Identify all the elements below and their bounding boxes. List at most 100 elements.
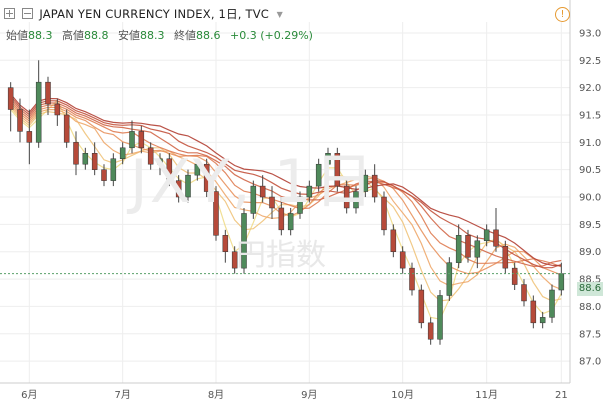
candle-body	[306, 185, 313, 198]
candle-body	[213, 191, 219, 236]
chart-header: JAPAN YEN CURRENCY INDEX, 1日, TVC ▼	[4, 6, 283, 22]
change-value: +0.3 (+0.29%)	[230, 29, 313, 42]
candle-body	[194, 163, 201, 176]
name-watermark: 円指数	[236, 238, 326, 273]
y-tick-label: 88.0	[579, 302, 601, 313]
candle-body	[35, 81, 42, 143]
last-price-tag: 88.6	[577, 282, 603, 296]
y-tick-label: 87.5	[579, 329, 601, 340]
open-value: 88.3	[28, 29, 53, 42]
x-tick-label: 8月	[208, 389, 224, 401]
x-tick-label: 10月	[391, 389, 414, 401]
x-tick-label: 11月	[475, 389, 498, 401]
candle-body	[483, 229, 490, 242]
high-label: 高値	[62, 29, 84, 42]
candle-body	[455, 235, 462, 263]
candle-body	[343, 185, 350, 209]
candle-body	[390, 229, 397, 252]
low-value: 88.3	[140, 29, 165, 42]
high-value: 88.8	[84, 29, 109, 42]
candle-body	[539, 317, 546, 324]
candle-body	[474, 240, 481, 258]
y-tick-label: 92.0	[579, 83, 601, 94]
candle-body	[7, 87, 14, 110]
candle-body	[222, 235, 229, 252]
candle-body	[45, 81, 51, 105]
candle-body	[175, 180, 182, 198]
candle-body	[530, 300, 537, 324]
candle-body	[493, 229, 499, 247]
y-tick-label: 90.5	[579, 165, 601, 176]
candle-body	[157, 158, 163, 165]
ma-ribbon-line	[10, 100, 562, 268]
candle-body	[446, 262, 453, 296]
candle-body	[334, 153, 341, 187]
candle-body	[409, 267, 415, 291]
candle-body	[381, 196, 387, 231]
chevron-down-icon[interactable]: ▼	[276, 10, 283, 19]
candle-body	[362, 174, 369, 192]
y-tick-label: 89.0	[579, 247, 601, 258]
alert-icon[interactable]: !	[555, 7, 570, 22]
candle-body	[353, 191, 359, 209]
candle-body	[399, 251, 406, 269]
open-label: 始値	[6, 29, 28, 42]
candle-body	[138, 131, 145, 149]
x-tick-label: 7月	[114, 389, 130, 401]
y-tick-label: 91.0	[579, 138, 601, 149]
symbol-watermark: JXY, 1日	[130, 147, 376, 217]
candle-body	[437, 295, 443, 340]
candle-body	[54, 103, 61, 116]
candle-body	[511, 267, 518, 285]
candle-body	[549, 289, 555, 318]
y-tick-label: 91.5	[579, 110, 601, 121]
x-tick-label: 21	[555, 390, 568, 401]
candle-body	[418, 289, 425, 324]
x-tick-label: 9月	[301, 389, 317, 401]
candle-body	[315, 163, 322, 187]
candle-body	[26, 131, 33, 143]
y-tick-label: 89.5	[579, 220, 601, 231]
candle-body	[427, 322, 434, 340]
close-label: 終値	[174, 29, 196, 42]
candle-body	[250, 185, 257, 214]
candle-body	[502, 246, 509, 269]
ma-ribbon-line	[10, 95, 562, 269]
ma-ribbon-line	[10, 106, 562, 302]
candle-body	[558, 273, 565, 291]
ma-ribbon-line	[10, 93, 562, 267]
candle-body	[73, 142, 79, 165]
candle-body	[371, 174, 378, 198]
candle-body	[231, 251, 238, 269]
candle-body	[82, 153, 89, 165]
candle-body	[465, 235, 471, 258]
y-tick-label: 92.5	[579, 56, 601, 67]
x-tick-label: 6月	[21, 389, 37, 401]
candle-body	[287, 213, 294, 231]
candle-body	[203, 163, 210, 192]
collapse-icon[interactable]	[21, 8, 33, 19]
candle-body	[241, 213, 247, 269]
candle-body	[110, 158, 117, 181]
candle-body	[269, 196, 275, 209]
y-tick-label: 93.0	[579, 28, 601, 39]
expand-icon[interactable]	[4, 8, 15, 19]
close-value: 88.6	[196, 29, 221, 42]
candle-body	[63, 114, 70, 143]
candle-body	[101, 169, 107, 181]
candle-body	[521, 284, 527, 302]
y-tick-label: 88.5	[579, 275, 601, 286]
candle-body	[185, 174, 191, 198]
ohlc-legend: 始値88.3 高値88.8 安値88.3 終値88.6 +0.3 (+0.29%…	[6, 27, 313, 43]
candle-body	[297, 196, 303, 214]
symbol-title[interactable]: JAPAN YEN CURRENCY INDEX, 1日, TVC	[39, 7, 269, 21]
low-label: 安値	[118, 29, 140, 42]
candle-body	[259, 185, 266, 198]
candle-body	[147, 147, 154, 165]
y-tick-label: 87.0	[579, 357, 601, 368]
candle-body	[325, 153, 331, 165]
candle-body	[166, 158, 173, 181]
candle-body	[129, 131, 135, 149]
